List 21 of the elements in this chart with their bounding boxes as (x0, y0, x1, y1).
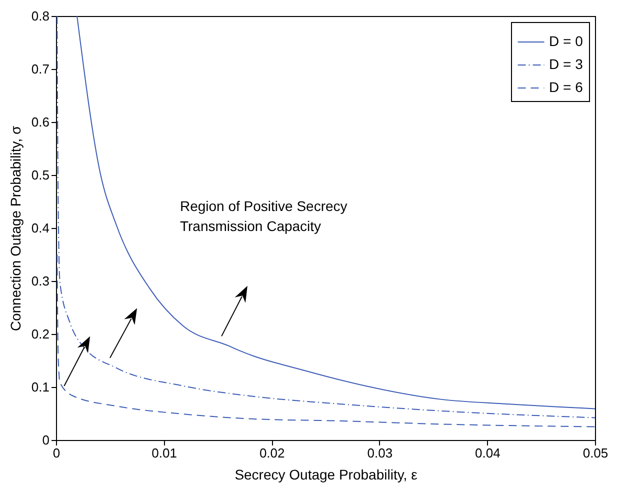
legend-label: D = 0 (549, 33, 584, 49)
y-tick-label: 0.2 (31, 326, 50, 342)
y-tick-label: 0.7 (31, 62, 50, 76)
annotation: Region of Positive Secrecy Transmission Capacity (180, 198, 348, 234)
y-tick-label: 0.8 (31, 8, 50, 24)
x-tick-label: 0.01 (152, 446, 177, 460)
legend-label: D = 3 (549, 56, 584, 72)
y-tick-label: 0 (42, 432, 50, 448)
x-tick-label: 0.05 (582, 446, 608, 460)
x-tick-label: 0.04 (475, 446, 500, 460)
y-tick-label: 0.1 (31, 380, 50, 394)
x-tick-label: 0.03 (367, 446, 393, 460)
x-tick-label: 0.02 (259, 446, 285, 460)
legend-label: D = 6 (549, 79, 584, 95)
x-tick-label: 0 (52, 446, 60, 460)
y-tick-label: 0.3 (31, 274, 50, 288)
x-axis-title: Secrecy Outage Probability, ε (234, 466, 418, 482)
y-tick-label: 0.5 (31, 168, 50, 182)
y-axis-title: Connection Outage Probability, σ (7, 126, 24, 332)
y-tick-label: 0.4 (31, 220, 50, 236)
y-tick-label: 0.6 (31, 114, 50, 130)
